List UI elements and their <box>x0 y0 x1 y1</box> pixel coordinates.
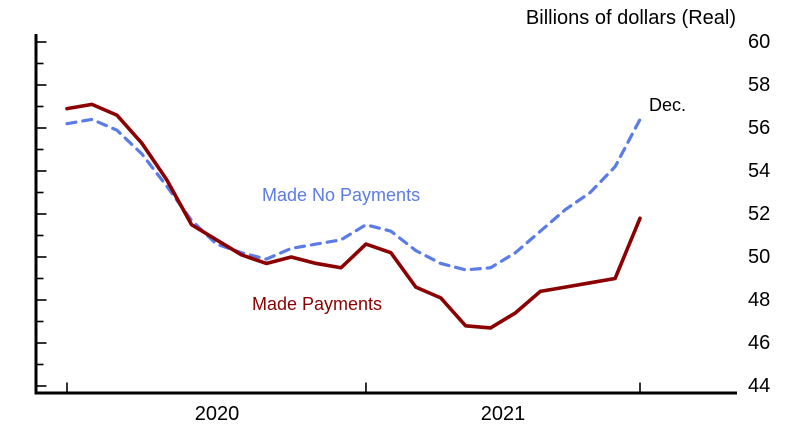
y-axis-tick-label: 56 <box>748 117 771 139</box>
y-axis-tick-label: 58 <box>748 74 771 96</box>
y-axis-tick-label: 46 <box>748 332 771 354</box>
y-axis-tick-label: 50 <box>748 246 771 268</box>
y-axis-tick-label: 52 <box>748 203 771 225</box>
y-axis-tick-label: 44 <box>748 375 771 397</box>
x-axis-tick-label-2020: 2020 <box>194 403 240 425</box>
series-label-made-payments: Made Payments <box>252 294 383 314</box>
x-axis-tick-label-2021: 2021 <box>480 403 526 425</box>
dec-annotation: Dec. <box>649 95 687 115</box>
series-label-made-no-payments: Made No Payments <box>262 185 421 205</box>
y-axis-tick-label: 48 <box>748 289 771 311</box>
y-axis-tick-label: 54 <box>748 160 771 182</box>
y-axis-tick-label: 60 <box>748 31 771 53</box>
chart-title: Billions of dollars (Real) <box>525 7 736 29</box>
